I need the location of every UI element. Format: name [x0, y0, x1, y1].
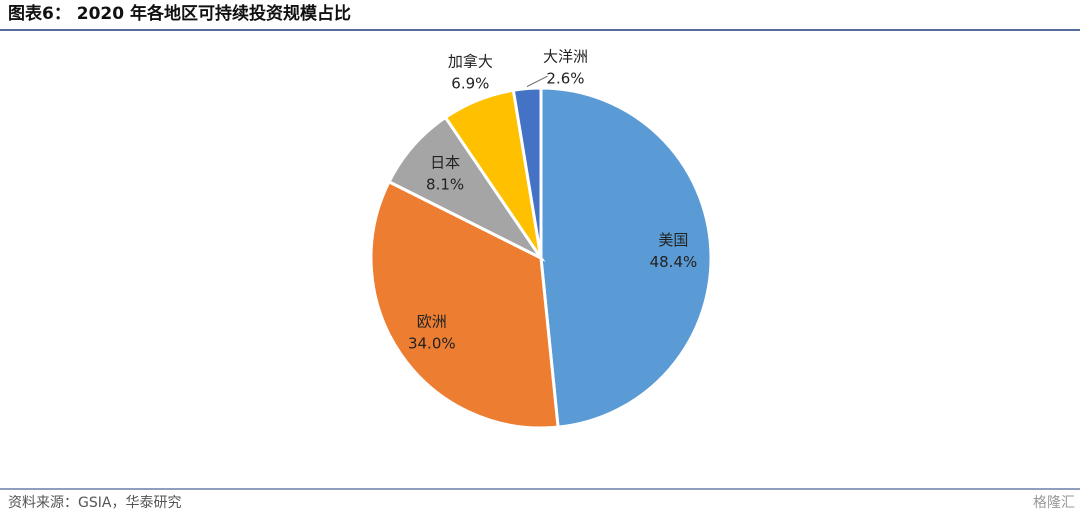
slice-label: 大洋洲 [543, 48, 588, 66]
leader-line [526, 75, 548, 88]
slice-label: 加拿大 [448, 53, 493, 71]
slice-label: 日本 [430, 153, 460, 171]
watermark: 格隆汇 [1033, 495, 1075, 511]
value-label: 48.4% [650, 253, 698, 271]
slice-label: 欧洲 [417, 313, 447, 331]
value-label: 6.9% [451, 75, 489, 93]
slice-label: 美国 [658, 231, 688, 249]
source-note: 资料来源：GSIA，华泰研究 [8, 495, 181, 511]
value-label: 34.0% [408, 335, 456, 353]
chart-title: 图表6： 2020 年各地区可持续投资规模占比 [8, 3, 351, 24]
pie-slice [511, 86, 543, 259]
value-label: 2.6% [546, 70, 584, 88]
value-label: 8.1% [426, 175, 464, 193]
pie-slice [539, 86, 713, 429]
